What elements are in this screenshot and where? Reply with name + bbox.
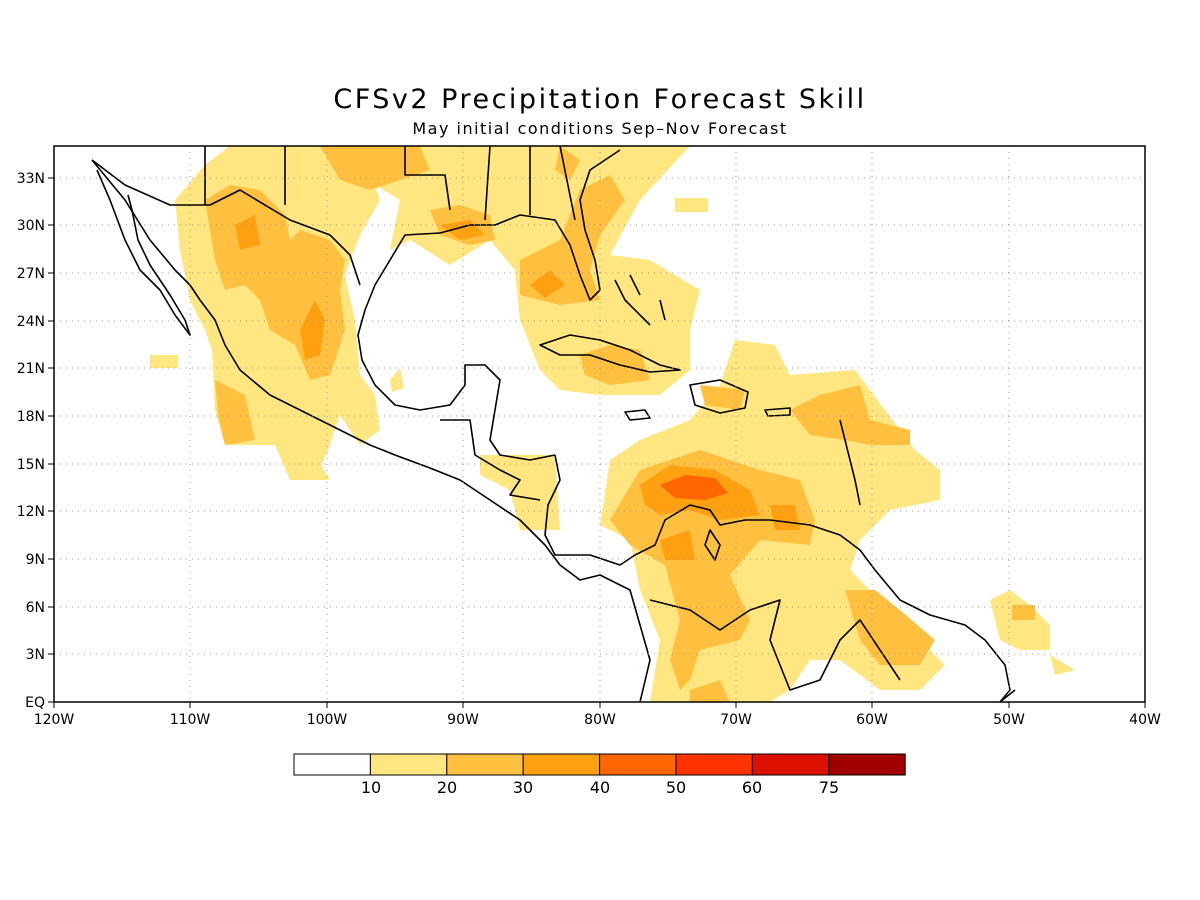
coast-cuba <box>539 334 681 373</box>
shading-40-50 <box>660 475 728 500</box>
colorbar-swatch <box>675 753 753 776</box>
lat-tick-label: 15N <box>17 457 45 473</box>
skill-region-mexico-interior <box>300 300 325 360</box>
colorbar-swatches <box>293 753 906 776</box>
coast-gulf <box>357 232 556 461</box>
tick-marks <box>48 177 1146 708</box>
skill-region-mexico-ne <box>235 215 260 250</box>
colorbar-label: 20 <box>437 778 457 797</box>
skill-region-west-mexico <box>390 368 404 392</box>
colorbar-swatch <box>369 753 448 776</box>
colorbar-label: 75 <box>819 778 839 797</box>
skill-region-florida-gulf <box>530 270 565 298</box>
skill-region-guiana-east <box>1012 605 1035 620</box>
coast-puerto-rico <box>764 407 791 417</box>
colorbar-label: 50 <box>666 778 686 797</box>
lon-tick-label: 60W <box>856 712 888 728</box>
coast-us-gulf <box>439 149 621 301</box>
border-central-america <box>440 419 541 501</box>
lat-tick-label: 3N <box>26 647 45 663</box>
lat-tick-label: 6N <box>26 600 45 616</box>
border-us-states <box>204 146 576 221</box>
lon-tick-label: 90W <box>447 712 479 728</box>
lon-tick-labels: 120W 110W 100W 90W 80W 70W 60W 50W 40W <box>34 712 1161 728</box>
skill-region-us-north <box>320 146 430 190</box>
lon-tick-label: 50W <box>993 712 1025 728</box>
skill-region-amazon-mouth <box>1050 655 1075 675</box>
coast-bahamas <box>614 274 666 326</box>
lat-tick-label: 12N <box>17 504 45 520</box>
lat-tick-label: 33N <box>17 171 45 187</box>
skill-region-atlantic-patch <box>675 198 708 212</box>
colorbar-labels: 10 20 30 40 50 60 75 <box>361 778 839 797</box>
lon-tick-label: 40W <box>1129 712 1161 728</box>
border-south-america <box>649 599 901 691</box>
coastlines <box>91 146 1016 702</box>
coast-jamaica <box>624 409 651 421</box>
lat-tick-label: 18N <box>17 409 45 425</box>
chart-subtitle: May initial conditions Sep–Nov Forecast <box>412 119 788 138</box>
lat-tick-labels: EQ 3N 6N 9N 12N 15N 18N 21N 24N 27N 30N … <box>17 171 45 711</box>
skill-shading <box>150 146 1075 702</box>
coast-central-carib <box>544 454 1011 702</box>
colorbar-label: 40 <box>590 778 610 797</box>
colorbar: 10 20 30 40 50 60 75 <box>293 753 906 797</box>
colorbar-swatch <box>751 753 830 776</box>
colorbar-swatch <box>828 753 906 776</box>
colorbar-swatch <box>293 753 371 776</box>
skill-region-venezuela-east <box>770 505 800 530</box>
skill-region-guiana-inner <box>845 590 935 665</box>
shading-10-20 <box>150 146 1075 702</box>
skill-region-pacific-south <box>285 455 330 480</box>
lat-tick-label: 27N <box>17 266 45 282</box>
skill-region-amazon <box>690 680 730 702</box>
coast-pacific-mexico <box>91 159 651 702</box>
coast-lesser-antilles <box>839 419 861 506</box>
skill-region-hispaniola <box>700 385 745 410</box>
lat-tick-label: 9N <box>26 552 45 568</box>
lon-tick-label: 100W <box>307 712 348 728</box>
coast-brazil <box>999 689 1016 702</box>
lat-tick-label: 24N <box>17 314 45 330</box>
coast-baja <box>96 169 191 336</box>
skill-region-caribbean-max <box>660 475 728 500</box>
lon-tick-label: 120W <box>34 712 75 728</box>
colorbar-swatch <box>446 753 524 776</box>
skill-region-cuba-south <box>580 345 650 385</box>
skill-region-mexico-west <box>215 380 255 445</box>
skill-region-pacific-blob <box>150 355 178 368</box>
lon-tick-label: 70W <box>720 712 752 728</box>
lat-tick-label: EQ <box>25 695 45 711</box>
coast-hispaniola <box>689 379 749 414</box>
lat-tick-label: 21N <box>17 361 45 377</box>
skill-region-central <box>480 455 560 530</box>
skill-region-colombia-north <box>660 530 695 560</box>
colorbar-label: 30 <box>513 778 533 797</box>
lat-tick-label: 30N <box>17 218 45 234</box>
skill-region-antilles <box>790 385 910 445</box>
colorbar-swatch <box>599 753 677 776</box>
colorbar-label: 60 <box>742 778 762 797</box>
colorbar-label: 10 <box>361 778 381 797</box>
coast-lake-maracaibo <box>704 529 721 561</box>
border-us-mexico <box>91 159 361 286</box>
chart-title: CFSv2 Precipitation Forecast Skill <box>333 84 867 115</box>
lon-tick-label: 80W <box>584 712 616 728</box>
colorbar-swatch <box>522 753 601 776</box>
lon-tick-label: 110W <box>170 712 211 728</box>
